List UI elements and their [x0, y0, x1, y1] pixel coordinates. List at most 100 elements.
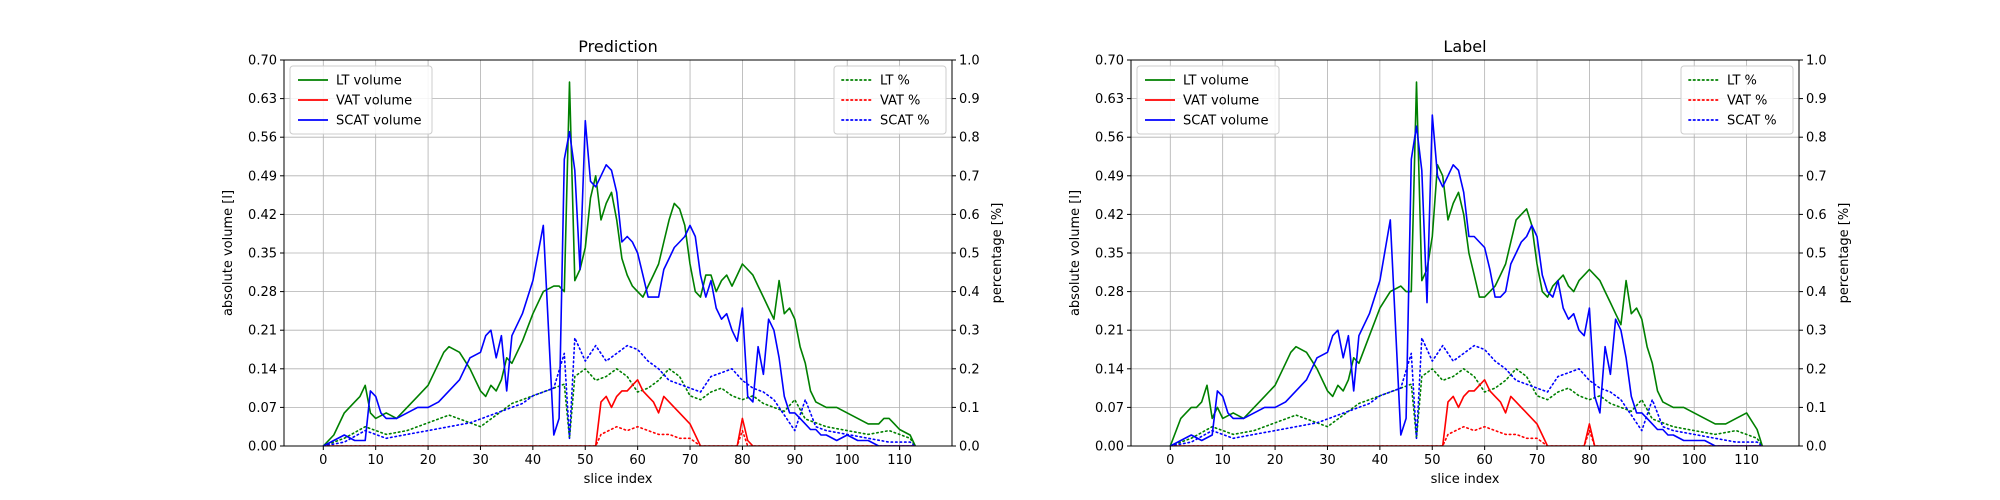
x-tick-label: 40: [525, 453, 542, 468]
y2-tick-label: 1.0: [1806, 54, 1827, 69]
y2-tick-label: 0.3: [1806, 324, 1827, 339]
chart-title: Prediction: [578, 37, 657, 56]
y2-tick-label: 0.2: [1806, 362, 1827, 377]
y2-tick-label: 0.9: [1806, 92, 1827, 107]
x-axis-label: slice index: [1431, 472, 1500, 487]
legend-box: [1136, 65, 1280, 135]
series-line-vat: [322, 425, 917, 446]
y2-tick-label: 0.6: [1806, 208, 1827, 223]
legend-entry-label: LT %: [880, 74, 910, 89]
legend-box: [1680, 65, 1794, 135]
y-tick-label: 0.70: [1095, 54, 1124, 69]
y-tick-label: 0.63: [1095, 92, 1124, 107]
legend-entry-label: VAT volume: [336, 94, 412, 109]
y-tick-label: 0.14: [1095, 362, 1124, 377]
x-tick-label: 60: [629, 453, 646, 468]
y2-tick-label: 0.4: [959, 285, 980, 300]
chart-label: 0 10 20 30 40 50 60 70 80 90 100 110 0.00 0.07 0.14 0.2…: [1068, 37, 1852, 487]
y2-tick-label: 0.1: [1806, 401, 1827, 416]
legend-volume: LT volume VAT volume SCAT volume: [1136, 65, 1280, 135]
legend-entry-label: VAT %: [1727, 94, 1767, 109]
y2-tick-label: 0.5: [959, 247, 980, 262]
x-tick-label: 110: [887, 453, 912, 468]
x-tick-label: 100: [835, 453, 860, 468]
x-tick-label: 20: [1267, 453, 1284, 468]
series-line-lt-volume: [322, 81, 917, 446]
y2-tick-label: 0.3: [959, 324, 980, 339]
y-tick-label: 0.35: [248, 247, 277, 262]
x-tick-label: 50: [577, 453, 594, 468]
series-line-vat-volume: [1170, 378, 1763, 446]
y2-tick-label: 0.8: [959, 131, 980, 146]
legend-percentage: LT % VAT % SCAT %: [1680, 65, 1794, 135]
y2-axis-label: percentage [%]: [1837, 203, 1852, 304]
legend-entry-label: SCAT volume: [1183, 114, 1268, 129]
legend-box: [289, 65, 433, 135]
y-tick-label: 0.63: [248, 92, 277, 107]
y-tick-label: 0.42: [248, 208, 277, 223]
y2-tick-label: 0.6: [959, 208, 980, 223]
legend-entry-label: SCAT %: [880, 114, 930, 129]
x-tick-label: 20: [420, 453, 437, 468]
plot-area: [322, 81, 917, 446]
y-tick-label: 0.21: [1095, 324, 1124, 339]
y-tick-label: 0.35: [1095, 247, 1124, 262]
x-tick-label: 100: [1682, 453, 1707, 468]
legend-percentage: LT % VAT % SCAT %: [833, 65, 947, 135]
y-tick-label: 0.56: [248, 131, 277, 146]
x-tick-label: 60: [1476, 453, 1493, 468]
y2-tick-label: 0.0: [959, 440, 980, 455]
y2-tick-label: 0.8: [1806, 131, 1827, 146]
y-tick-label: 0.28: [248, 285, 277, 300]
x-axis-label: slice index: [584, 472, 653, 487]
y-tick-label: 0.42: [1095, 208, 1124, 223]
y2-tick-label: 0.2: [959, 362, 980, 377]
y2-tick-label: 1.0: [959, 54, 980, 69]
legend-entry-label: LT volume: [1183, 74, 1249, 89]
legend-entry-label: VAT volume: [1183, 94, 1259, 109]
legend-entry-label: SCAT volume: [336, 114, 421, 129]
y-tick-label: 0.28: [1095, 285, 1124, 300]
y-axis-label: absolute volume [l]: [1068, 190, 1083, 316]
x-tick-label: 50: [1424, 453, 1441, 468]
y2-tick-label: 0.5: [1806, 247, 1827, 262]
x-tick-label: 110: [1734, 453, 1759, 468]
series-line-scat-volume: [1169, 114, 1763, 446]
series-line-scat-volume: [322, 119, 916, 446]
x-tick-label: 40: [1372, 453, 1389, 468]
legend-box: [833, 65, 947, 135]
y2-tick-label: 0.1: [959, 401, 980, 416]
x-tick-label: 10: [367, 453, 384, 468]
y-tick-label: 0.49: [1095, 169, 1124, 184]
legend-entry-label: SCAT %: [1727, 114, 1777, 129]
x-tick-label: 90: [787, 453, 804, 468]
x-tick-label: 30: [472, 453, 489, 468]
y2-axis-label: percentage [%]: [990, 203, 1005, 304]
y-tick-label: 0.49: [248, 169, 277, 184]
y2-tick-label: 0.0: [1806, 440, 1827, 455]
x-tick-label: 70: [682, 453, 699, 468]
x-tick-label: 90: [1634, 453, 1651, 468]
series-line-vat-volume: [323, 378, 916, 446]
plot-area: [1169, 81, 1764, 446]
legend-volume: LT volume VAT volume SCAT volume: [289, 65, 433, 135]
x-tick-label: 10: [1214, 453, 1231, 468]
legend-entry-label: LT %: [1727, 74, 1757, 89]
y-tick-label: 0.00: [248, 440, 277, 455]
y2-tick-label: 0.9: [959, 92, 980, 107]
y2-tick-label: 0.4: [1806, 285, 1827, 300]
chart-title: Label: [1443, 37, 1486, 56]
x-tick-label: 0: [319, 453, 327, 468]
x-tick-label: 80: [1581, 453, 1598, 468]
y-tick-label: 0.14: [248, 362, 277, 377]
legend-entry-label: VAT %: [880, 94, 920, 109]
y2-tick-label: 0.7: [959, 169, 980, 184]
series-line-lt-volume: [1169, 81, 1764, 446]
x-tick-label: 70: [1529, 453, 1546, 468]
y-tick-label: 0.56: [1095, 131, 1124, 146]
series-line-scat: [1169, 337, 1764, 446]
y-tick-label: 0.70: [248, 54, 277, 69]
y-tick-label: 0.00: [1095, 440, 1124, 455]
x-tick-label: 30: [1319, 453, 1336, 468]
